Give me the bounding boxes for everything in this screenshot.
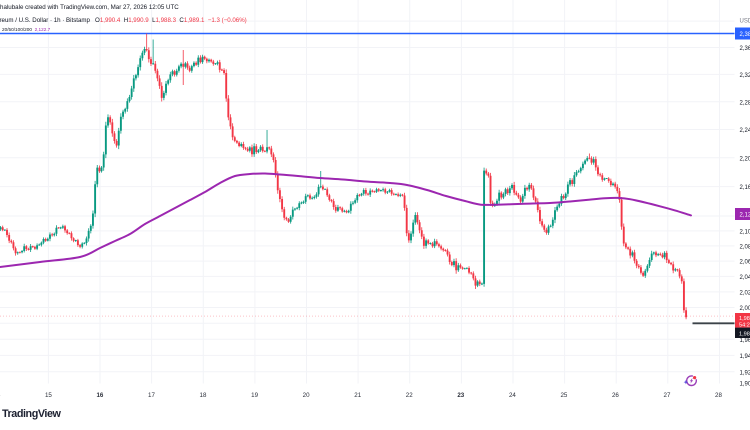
svg-text:1,989.1: 1,989.1 xyxy=(739,316,750,322)
svg-text:23: 23 xyxy=(457,392,464,399)
svg-text:15: 15 xyxy=(45,392,52,399)
svg-text:2,240: 2,240 xyxy=(740,128,750,134)
svg-text:21: 21 xyxy=(354,392,361,399)
svg-text:2,320: 2,320 xyxy=(740,73,750,79)
svg-text:halubale created with TradingV: halubale created with TradingView.com, M… xyxy=(0,4,179,11)
svg-text:28: 28 xyxy=(715,392,722,399)
svg-text:17: 17 xyxy=(148,392,155,399)
svg-text:18: 18 xyxy=(200,392,207,399)
svg-text:2,383.9: 2,383.9 xyxy=(740,32,750,38)
svg-text:2,060: 2,060 xyxy=(740,260,750,266)
svg-text:1,940: 1,940 xyxy=(740,354,750,360)
svg-text:20/50/100/200 2,122.7: 20/50/100/200 2,122.7 xyxy=(2,27,51,32)
svg-text:20: 20 xyxy=(303,392,310,399)
svg-text:2,360: 2,360 xyxy=(740,46,750,52)
svg-text:19: 19 xyxy=(251,392,258,399)
svg-text:22: 22 xyxy=(406,392,413,399)
svg-text:26: 26 xyxy=(612,392,619,399)
svg-text:1,960: 1,960 xyxy=(740,338,750,344)
svg-text:16: 16 xyxy=(96,392,103,399)
svg-text:27: 27 xyxy=(664,392,671,399)
svg-text:2,040: 2,040 xyxy=(740,275,750,281)
svg-text:2,200: 2,200 xyxy=(740,156,750,162)
svg-text:TradingView: TradingView xyxy=(2,408,62,420)
svg-text:2,122.7: 2,122.7 xyxy=(740,213,750,219)
svg-text:1,920: 1,920 xyxy=(740,370,750,376)
svg-text:2,020: 2,020 xyxy=(740,291,750,297)
svg-text:2,100: 2,100 xyxy=(740,230,750,236)
svg-text:reum / U.S. Dollar · 1h · Bits: reum / U.S. Dollar · 1h · Bitstamp O1,99… xyxy=(0,17,247,24)
svg-text:2,160: 2,160 xyxy=(740,185,750,191)
svg-text:2,280: 2,280 xyxy=(740,100,750,106)
svg-text:2,080: 2,080 xyxy=(740,245,750,251)
svg-text:25: 25 xyxy=(560,392,567,399)
svg-text:24: 24 xyxy=(509,392,516,399)
svg-text:1,900: 1,900 xyxy=(740,382,750,388)
svg-text:2,000: 2,000 xyxy=(740,306,750,312)
svg-text:USD: USD xyxy=(740,19,750,25)
svg-text:54:23: 54:23 xyxy=(739,322,750,328)
svg-text:1,980.0: 1,980.0 xyxy=(739,331,750,337)
